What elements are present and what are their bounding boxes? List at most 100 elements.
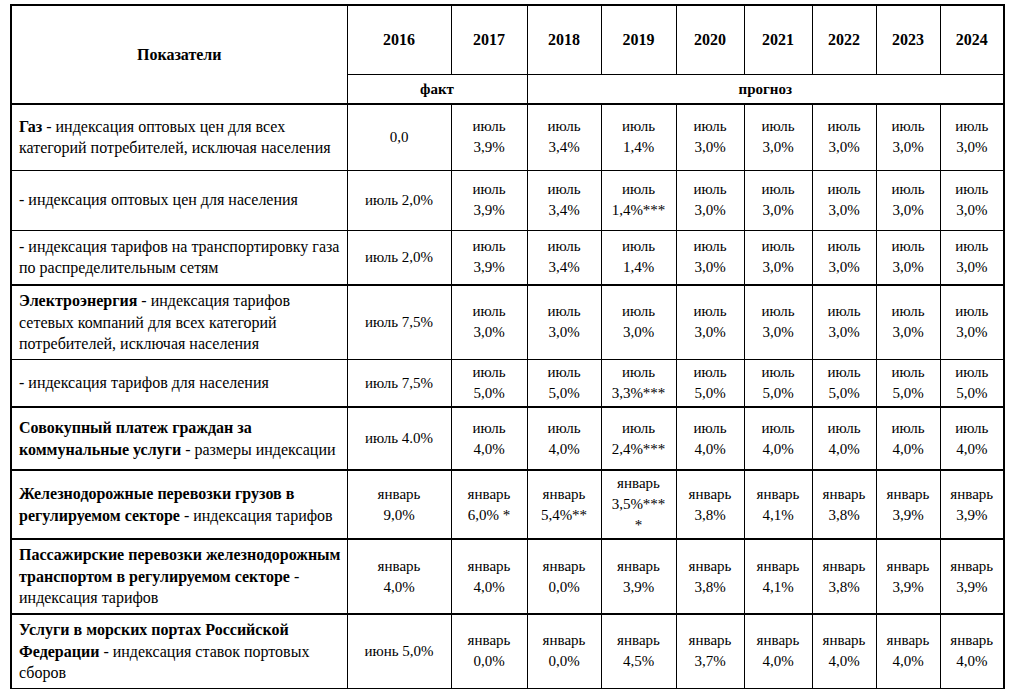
value-line: июль (880, 301, 937, 322)
value-line: 4,0% (531, 439, 598, 460)
value-line: июль (680, 362, 741, 383)
value-cell: январь3,9% (876, 470, 940, 539)
value-line: 3,0% (880, 200, 937, 221)
value-cell: январь3,8% (812, 470, 876, 539)
forecast-header: прогноз (527, 75, 1004, 105)
year-header-2023: 2023 (876, 5, 940, 75)
value-line: январь (880, 630, 937, 651)
value-line: июль (680, 301, 741, 322)
value-line: 3,0% (944, 200, 1001, 221)
value-line: 3,4% (531, 137, 598, 158)
value-line: 3,0% (680, 322, 741, 343)
value-line: 3,0% (880, 322, 937, 343)
value-line: январь (605, 630, 673, 651)
value-line: 5,0% (748, 383, 809, 404)
value-line: июль (455, 301, 524, 322)
value-line: 2,4%*** (605, 439, 673, 460)
value-cell: июль5,0% (812, 359, 876, 407)
value-line: июль (816, 179, 873, 200)
value-line: июль (880, 179, 937, 200)
value-line: январь (880, 556, 937, 577)
year-header-2018: 2018 (527, 5, 601, 75)
value-cell: июль4,0% (940, 407, 1004, 470)
value-cell: июль3,9% (451, 230, 527, 285)
value-cell: июль3,0% (451, 285, 527, 359)
value-line: июль (455, 236, 524, 257)
value-line: 3,0% (680, 200, 741, 221)
value-cell: июль3,0% (812, 104, 876, 170)
value-line: 4,0% (816, 651, 873, 672)
value-line: июль (880, 236, 937, 257)
value-line: 1,4%*** (605, 200, 673, 221)
value-cell: июль3,4% (527, 230, 601, 285)
value-line: 3,0% (944, 137, 1001, 158)
value-line: июль (531, 236, 598, 257)
value-cell: январь4,0% (347, 539, 451, 614)
value-line: 4,5% (605, 651, 673, 672)
value-line: июль (748, 418, 809, 439)
indicator-text: - индексация оптовых цен для населения (19, 191, 298, 208)
indicator-cell: - индексация тарифов для населения (11, 359, 347, 407)
value-cell: январь3,9% (940, 470, 1004, 539)
value-line: июнь 5,0% (351, 641, 448, 662)
value-line: 5,0% (816, 383, 873, 404)
value-line: 3,9% (880, 505, 937, 526)
value-line: январь (680, 630, 741, 651)
value-line: январь (748, 484, 809, 505)
value-line: 5,4%** (531, 505, 598, 526)
value-cell: январь3,9% (940, 539, 1004, 614)
table-row: Электроэнергия - индексация тарифов сете… (11, 285, 1004, 359)
value-line: январь (944, 630, 1001, 651)
value-line: 9,0% (351, 505, 448, 526)
value-line: июль 7,5% (351, 312, 448, 333)
value-line: 5,0% (531, 383, 598, 404)
value-cell: июль3,9% (451, 170, 527, 230)
value-line: июль 4.0% (351, 428, 448, 449)
value-line: 3,8% (816, 505, 873, 526)
value-cell: июль3,0% (601, 285, 676, 359)
value-line: июль (455, 116, 524, 137)
value-line: 4,0% (944, 651, 1001, 672)
year-header-2024: 2024 (940, 5, 1004, 75)
value-line: 5,0% (944, 383, 1001, 404)
tariff-indexation-table: Показатели 2016 2017 2018 2019 2020 2021… (10, 4, 1005, 689)
value-line: 5,0% (455, 383, 524, 404)
value-cell: июль4,0% (527, 407, 601, 470)
table-row: - индексация оптовых цен для населения ию… (11, 170, 1004, 230)
value-line: 5,0% (880, 383, 937, 404)
value-line: июль (944, 418, 1001, 439)
value-cell: январь4,0% (812, 614, 876, 689)
value-line: 4,0% (880, 439, 937, 460)
value-cell: январь4,1% (744, 470, 812, 539)
value-line: 3,4% (531, 257, 598, 278)
value-line: 4,0% (880, 651, 937, 672)
value-cell: июль3,0% (940, 230, 1004, 285)
value-cell: июль5,0% (676, 359, 744, 407)
value-line: январь (531, 484, 598, 505)
value-line: июль (605, 236, 673, 257)
indicator-cell: Газ - индексация оптовых цен для всех ка… (11, 104, 347, 170)
value-line: июль (816, 418, 873, 439)
value-line: 4,0% (748, 439, 809, 460)
value-cell: июль4,0% (744, 407, 812, 470)
value-cell: январь4,0% (451, 539, 527, 614)
value-line: 4,0% (455, 577, 524, 598)
value-line: июль (680, 116, 741, 137)
value-line: 3,9% (944, 505, 1001, 526)
value-cell: январь0,0% (527, 539, 601, 614)
value-cell: январь4,5% (601, 614, 676, 689)
value-line: 0,0 (351, 127, 448, 148)
indicator-text: - размеры индексации (181, 441, 335, 458)
year-header-2021: 2021 (744, 5, 812, 75)
value-cell: июль2,4%*** (601, 407, 676, 470)
value-cell: январь3,8% (676, 539, 744, 614)
indicator-bold-text: Электроэнергия (19, 292, 137, 309)
value-cell: июль5,0% (940, 359, 1004, 407)
value-line: январь (351, 484, 448, 505)
value-line: 3,0% (880, 137, 937, 158)
value-cell: июль3,0% (876, 104, 940, 170)
value-cell: июль5,0% (527, 359, 601, 407)
value-line: июль (455, 362, 524, 383)
value-cell: январь3,8% (676, 470, 744, 539)
value-cell: июль1,4% (601, 230, 676, 285)
